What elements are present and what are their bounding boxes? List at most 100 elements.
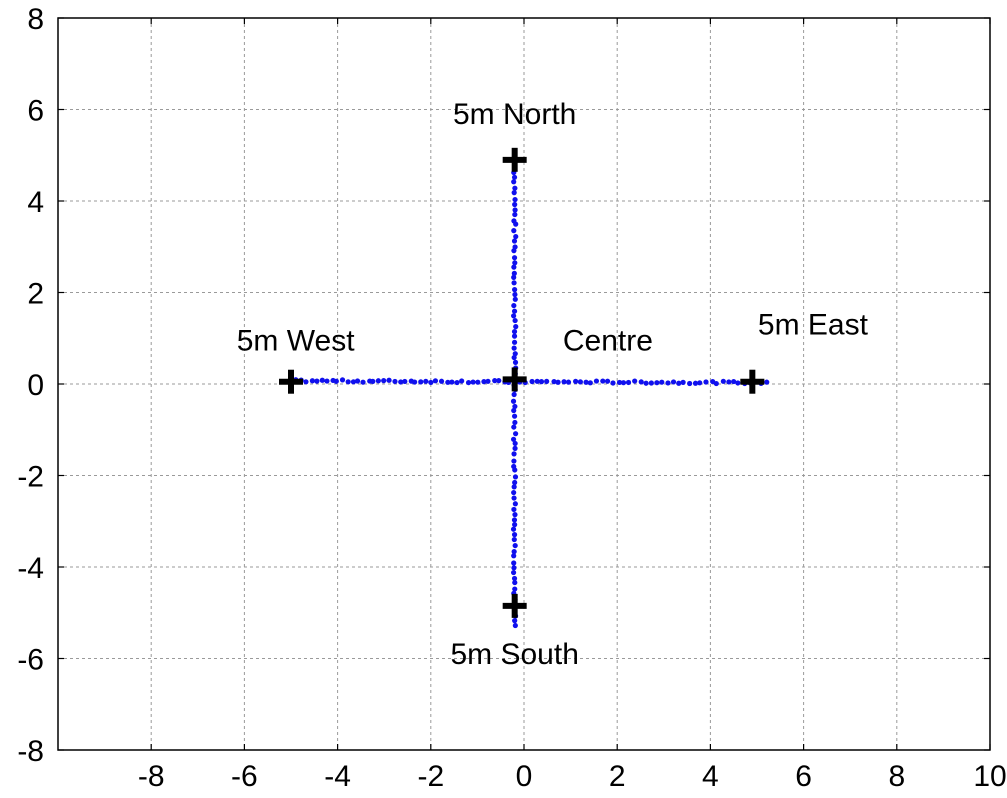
data-point: [713, 380, 719, 387]
data-point: [360, 379, 366, 385]
x-tick-label: -6: [231, 760, 258, 793]
data-point: [510, 569, 517, 576]
data-point: [512, 211, 518, 218]
data-point: [512, 196, 518, 203]
data-point: [303, 379, 309, 385]
data-point: [511, 339, 518, 345]
data-point: [680, 379, 686, 385]
data-point: [511, 333, 518, 339]
data-point: [625, 379, 632, 386]
data-point: [496, 378, 502, 384]
data-point: [511, 517, 518, 523]
data-point: [512, 622, 518, 629]
data-point: [412, 379, 418, 385]
x-tick-label: -8: [138, 760, 165, 793]
data-point: [512, 296, 518, 302]
data-point: [670, 379, 677, 385]
data-point: [510, 436, 517, 442]
data-point: [512, 359, 519, 365]
data-point: [551, 379, 557, 385]
data-point: [561, 379, 567, 385]
data-point: [512, 403, 518, 410]
position-label: 5m West: [237, 325, 355, 358]
data-point: [423, 378, 429, 384]
data-point: [638, 379, 644, 385]
data-point: [529, 378, 535, 385]
data-point: [512, 618, 518, 624]
data-point: [583, 379, 589, 385]
data-point: [481, 378, 487, 385]
data-point: [511, 328, 518, 335]
data-point: [511, 549, 517, 555]
data-point: [324, 378, 330, 384]
data-point: [511, 451, 517, 457]
y-tick-label: -2: [17, 461, 44, 494]
position-labels: 5m North 5m West Centre 5m East 5m South: [237, 98, 869, 671]
data-point: [381, 378, 387, 384]
data-point: [534, 378, 540, 384]
position-markers: [279, 147, 765, 618]
data-point: [511, 280, 517, 286]
x-tick-label: 4: [702, 760, 719, 793]
data-point: [512, 467, 518, 473]
position-label: 5m East: [758, 309, 869, 342]
data-point: [511, 302, 517, 309]
data-point: [513, 221, 519, 227]
data-point: [600, 378, 606, 384]
data-point: [511, 264, 517, 270]
data-point: [511, 228, 517, 234]
data-point: [726, 379, 732, 385]
data-point: [511, 424, 517, 430]
position-label: 5m North: [453, 98, 576, 131]
data-point: [511, 458, 517, 464]
data-point: [354, 378, 361, 384]
data-point: [512, 440, 518, 447]
data-point: [511, 560, 517, 566]
data-point: [512, 419, 518, 426]
data-point: [386, 377, 392, 383]
data-point: [511, 407, 517, 414]
data-point: [428, 379, 434, 386]
data-point: [511, 506, 517, 513]
data-point: [697, 380, 703, 386]
data-point: [511, 308, 518, 314]
data-point: [587, 380, 593, 386]
data-point: [512, 586, 518, 592]
data-point: [659, 379, 665, 385]
data-point: [511, 495, 517, 501]
data-point: [643, 380, 649, 386]
data-point: [511, 248, 517, 254]
data-point: [511, 238, 518, 244]
data-point: [465, 379, 472, 386]
data-point: [511, 413, 518, 419]
data-point: [512, 287, 518, 293]
data-point: [511, 270, 517, 276]
data-point: [375, 378, 381, 384]
data-point: [511, 354, 517, 361]
data-point: [513, 324, 519, 330]
data-point: [512, 522, 518, 528]
plus-marker: [502, 367, 527, 392]
data-point: [512, 512, 518, 518]
data-point: [511, 255, 518, 261]
data-point: [538, 379, 545, 385]
data-point: [511, 489, 517, 496]
data-point: [511, 313, 517, 319]
data-point: [620, 380, 627, 386]
data-point: [511, 575, 518, 582]
data-point: [402, 378, 408, 385]
data-point: [398, 379, 404, 385]
data-point: [512, 474, 519, 480]
y-tick-label: 4: [27, 186, 44, 219]
data-point: [512, 445, 518, 451]
data-point: [418, 379, 424, 385]
x-tick-label: 10: [973, 760, 1006, 793]
data-point: [438, 378, 445, 384]
data-point: [309, 378, 316, 384]
data-point: [432, 378, 439, 384]
x-tick-label: 0: [516, 760, 533, 793]
data-points: [293, 163, 770, 629]
data-point: [577, 379, 583, 385]
data-point: [392, 378, 398, 385]
